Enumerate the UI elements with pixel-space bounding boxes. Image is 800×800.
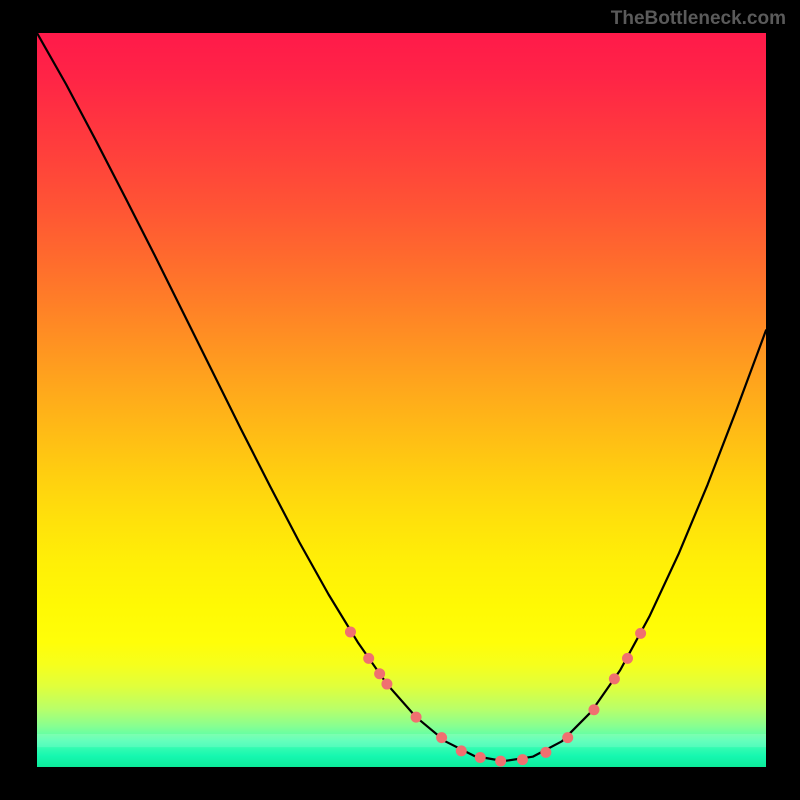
watermark-text: TheBottleneck.com (611, 8, 786, 30)
plot-frame (37, 33, 766, 767)
gradient-background (37, 33, 766, 767)
